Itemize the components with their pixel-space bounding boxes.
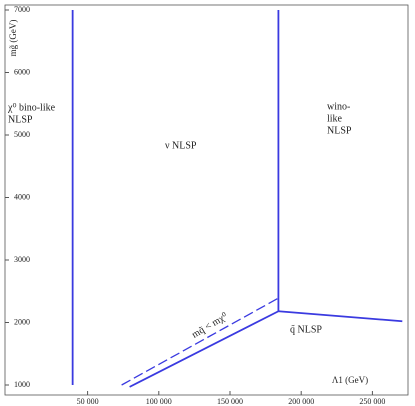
- y-tick-label: 4000: [14, 192, 30, 201]
- annotation: wino-: [327, 101, 350, 112]
- annotation: χ⁰ bino-like: [7, 102, 56, 113]
- y-tick-label: 5000: [14, 130, 30, 139]
- annotation: like: [327, 113, 343, 124]
- annotation: ν NLSP: [165, 140, 197, 151]
- y-tick-label: 2000: [14, 317, 30, 326]
- annotation: q̃ NLSP: [290, 324, 322, 335]
- x-tick-label: 200 000: [288, 397, 314, 406]
- annotation: NLSP: [8, 114, 33, 125]
- y-tick-label: 6000: [14, 67, 30, 76]
- annotation: NLSP: [327, 125, 352, 136]
- series-line: [129, 310, 279, 388]
- series-line: [278, 310, 403, 323]
- series-line: [121, 297, 279, 386]
- x-tick-label: 250 000: [359, 397, 385, 406]
- y-tick-label: 7000: [14, 5, 30, 14]
- x-axis-label: Λ1 (GeV): [332, 375, 368, 385]
- plot-frame: [4, 4, 409, 396]
- y-tick-label: 3000: [14, 255, 30, 264]
- x-tick-label: 50 000: [77, 397, 99, 406]
- x-tick-label: 150 000: [217, 397, 243, 406]
- y-tick-label: 1000: [14, 380, 30, 389]
- x-tick-label: 100 000: [146, 397, 172, 406]
- y-axis-label: mg̃ (GeV): [8, 20, 18, 57]
